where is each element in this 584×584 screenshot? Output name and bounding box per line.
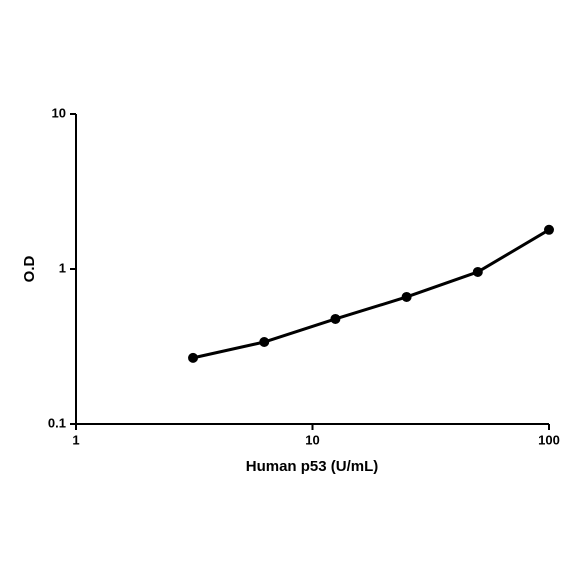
data-point	[188, 352, 199, 363]
x-tick-label: 10	[305, 432, 319, 447]
data-point	[330, 313, 341, 324]
data-line	[192, 228, 550, 360]
data-point	[401, 291, 412, 302]
data-point	[544, 224, 554, 235]
data-point	[472, 266, 483, 277]
x-axis-title: Human p53 (U/mL)	[246, 458, 379, 475]
data-point	[259, 337, 270, 348]
y-tick-label: 10	[52, 105, 66, 120]
x-tick-label: 100	[538, 432, 560, 447]
y-tick-label: 0.1	[48, 415, 66, 430]
y-tick-label: 1	[59, 260, 66, 275]
y-axis-title: O.D	[21, 256, 38, 283]
x-tick-label: 1	[72, 432, 79, 447]
